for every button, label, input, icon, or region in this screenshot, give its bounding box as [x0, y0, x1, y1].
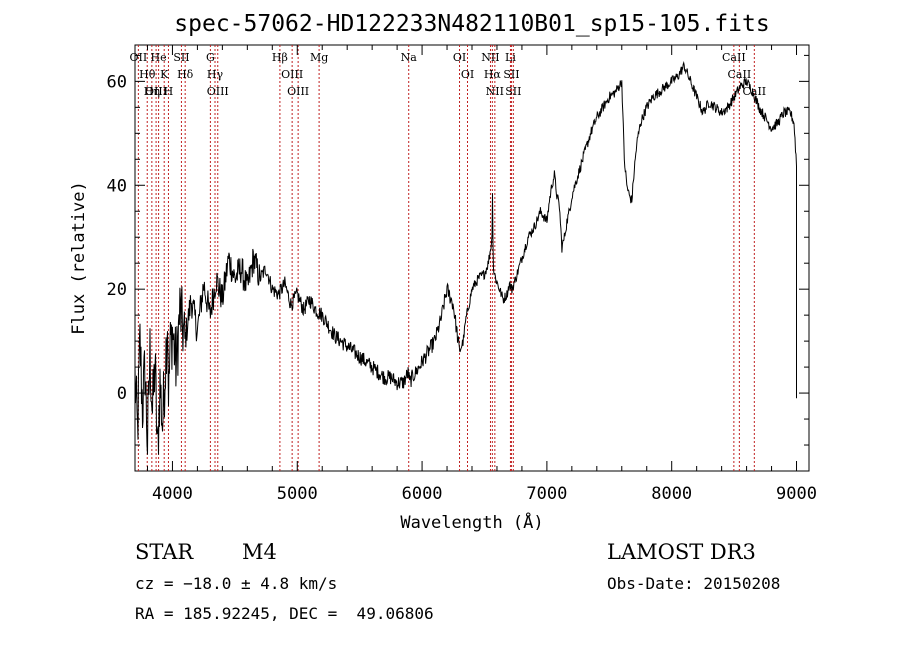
line-label: He	[151, 51, 167, 64]
y-tick-label: 60	[107, 72, 127, 92]
x-axis-label: Wavelength (Å)	[400, 511, 543, 533]
x-tick-label: 5000	[277, 484, 318, 504]
x-tick-label: 7000	[526, 484, 567, 504]
x-tick-label: 4000	[152, 484, 193, 504]
line-label: SII	[505, 85, 521, 98]
y-tick-label: 40	[107, 176, 127, 196]
line-label: CaII	[742, 85, 766, 98]
line-label: Hη	[144, 85, 160, 98]
line-label: OIII	[145, 85, 167, 98]
line-label: OI	[461, 68, 474, 81]
line-label: OIII	[207, 85, 229, 98]
spectral-subclass: M4	[242, 540, 277, 564]
line-label: OI	[453, 51, 466, 64]
line-label: SII	[503, 68, 519, 81]
x-tick-label: 8000	[651, 484, 692, 504]
line-label: OIII	[287, 85, 309, 98]
plot-frame	[134, 44, 810, 472]
line-label: Na	[401, 51, 418, 64]
line-label: G	[206, 51, 215, 64]
line-marker-layer	[137, 45, 755, 471]
observation-date: Obs-Date: 20150208	[607, 574, 781, 593]
x-tick-label: 9000	[776, 484, 817, 504]
line-label: Mg	[310, 51, 328, 64]
line-label: Hθ	[139, 68, 156, 81]
line-label: OIII	[281, 68, 303, 81]
line-label: Hδ	[177, 68, 194, 81]
line-label: Hα	[484, 68, 502, 81]
coordinates: RA = 185.92245, DEC = 49.06806	[135, 604, 434, 623]
line-label: NII	[481, 51, 499, 64]
line-label: K	[160, 68, 169, 81]
x-tick-label: 6000	[402, 484, 443, 504]
line-label: Li	[505, 51, 516, 64]
line-label: OII	[130, 51, 148, 64]
line-label: Hγ	[207, 68, 224, 81]
y-tick-label: 0	[117, 384, 127, 404]
line-label: NII	[486, 85, 504, 98]
line-label: CaII	[728, 68, 752, 81]
object-class: STAR	[135, 540, 194, 564]
chart-title: spec-57062-HD122233N482110B01_sp15-105.f…	[174, 11, 769, 37]
y-tick-label: 20	[107, 280, 127, 300]
line-label: SII	[173, 51, 189, 64]
y-axis-label: Flux (relative)	[69, 181, 89, 335]
axes-layer: 4000 5000 6000 7000 8000 9000 0 20 40 60	[107, 45, 817, 504]
line-label: H	[164, 85, 174, 98]
line-label: CaII	[722, 51, 746, 64]
line-label: Hβ	[272, 51, 288, 64]
redshift-velocity: cz = −18.0 ± 4.8 km/s	[135, 574, 338, 593]
survey-name: LAMOST DR3	[607, 540, 756, 564]
spectrum-series-line	[134, 60, 797, 455]
